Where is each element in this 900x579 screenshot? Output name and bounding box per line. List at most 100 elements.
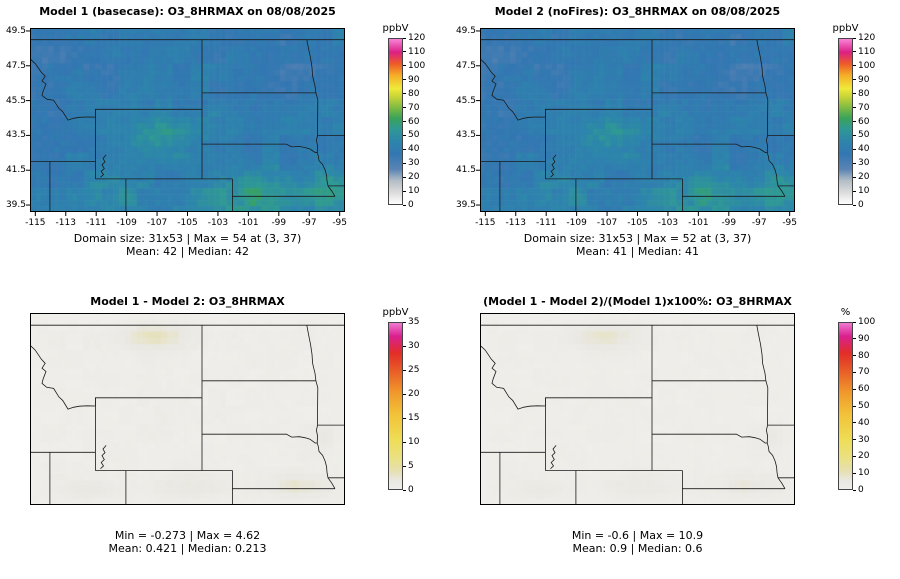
colorbar-tick-mark [403, 190, 406, 192]
colorbar-tick-mark [403, 489, 406, 491]
colorbar-tick-label: 30 [858, 158, 870, 169]
colorbar-tick-mark [853, 51, 856, 53]
colorbar-tick-label: 20 [858, 451, 870, 462]
colorbar-tick-mark [853, 472, 856, 474]
colorbar-tick-label: 20 [858, 172, 870, 183]
axis-tick-label: -113 [505, 218, 526, 228]
x-axis-tick-labels: -115 -113 -111 -109 -107 -105 -103 -101 -99 -97 -9… [450, 0, 900, 290]
panel-stats: Domain size: 31x53 | Max = 54 at (3, 37)… [30, 232, 345, 258]
colorbar-tick-label: 10 [858, 468, 870, 479]
colorbar-tick-mark [403, 121, 406, 122]
colorbar-tick-mark [853, 37, 856, 39]
colorbar-tick-label: 60 [858, 384, 870, 395]
panel-model-difference: Model 1 - Model 2: O3_8HRMAX ppbV 0 5 10 15… [0, 290, 450, 579]
colorbar-tick-mark [853, 422, 856, 424]
colorbar-tick-label: 0 [408, 485, 414, 495]
colorbar-tick-mark [403, 162, 406, 164]
colorbar-tick-mark [853, 134, 856, 136]
axis-tick-label: 41.5 [455, 165, 476, 176]
stats-line-min-max: Min = -0.273 | Max = 4.62 [114, 529, 261, 542]
colorbar-unit-label: ppbV [382, 23, 409, 34]
x-axis-tick-labels: -115 -113 -111 -109 -107 -105 -103 -101 -99 -97 -9… [0, 0, 450, 290]
colorbar-tick-label: 15 [408, 413, 420, 423]
axis-tick-label: -115 [475, 218, 496, 228]
colorbar-tick-label: 50 [858, 401, 870, 411]
colorbar-tick-mark [853, 204, 856, 206]
axis-tick-label: 49.5 [455, 25, 476, 36]
panel-model1-basecase: Model 1 (basecase): O3_8HRMAX on 08/08/2… [0, 0, 450, 290]
colorbar-tick-mark [853, 489, 856, 491]
colorbar-tick-mark [403, 393, 406, 395]
colorbar-tick-mark [403, 79, 406, 81]
axis-tick-label: -99 [271, 218, 287, 228]
stats-line-min-max: Min = -0.6 | Max = 10.9 [571, 529, 704, 542]
axis-tick-label: 41.5 [5, 165, 26, 176]
colorbar-tick-mark [853, 455, 856, 457]
stats-line-mean-median: Mean: 0.421 | Median: 0.213 [108, 542, 267, 555]
colorbar-tick-label: 10 [408, 186, 420, 197]
colorbar-tick-mark [853, 162, 856, 164]
axis-tick-label: 45.5 [5, 95, 26, 106]
axis-tick-label: 43.5 [455, 130, 476, 141]
colorbar-tick-mark [853, 371, 856, 373]
colorbar-tick-mark [853, 93, 856, 95]
colorbar-tick-labels: 0 5 10 15 20 25 30 35 [0, 290, 450, 579]
colorbar-gradient [838, 322, 853, 490]
axis-tick-label: -97 [301, 218, 317, 228]
colorbar-tick-label: 30 [408, 341, 420, 351]
axis-tick-label: 47.5 [455, 60, 476, 71]
colorbar-tick-mark [403, 417, 406, 419]
colorbar-tick-mark [853, 405, 856, 407]
colorbar-tick-label: 25 [408, 365, 420, 375]
colorbar-tick-label: 70 [858, 102, 870, 113]
axis-tick-label: -111 [85, 218, 107, 228]
colorbar-unit-label: ppbV [832, 23, 859, 34]
colorbar-tick-mark [403, 65, 406, 67]
colorbar-tick-mark [403, 134, 406, 136]
colorbar-tick-label: 35 [408, 317, 420, 327]
stats-line-mean-median: Mean: 41 | Median: 41 [575, 245, 700, 258]
y-axis-tick-labels: 39.5 41.5 43.5 45.5 47.5 49.5 [0, 0, 450, 290]
colorbar-unit-label: % [840, 307, 851, 318]
colorbar-tick-label: 0 [858, 485, 864, 495]
colorbar-tick-label: 10 [858, 186, 870, 197]
panel-model-percent-difference: (Model 1 - Model 2)/(Model 1)x100%: O3_8… [450, 290, 900, 579]
axis-tick-label: 39.5 [5, 200, 26, 211]
panel-model2-nofires: Model 2 (noFires): O3_8HRMAX on 08/08/20… [450, 0, 900, 290]
panel-title: Model 1 (basecase): O3_8HRMAX on 08/08/2… [39, 5, 336, 18]
colorbar-tick-mark [853, 355, 856, 357]
axis-tick-label: -95 [332, 218, 348, 228]
colorbar-gradient [838, 38, 853, 205]
axis-tick-label: 47.5 [5, 60, 26, 71]
panel-stats: Min = -0.6 | Max = 10.9 Mean: 0.9 | Medi… [480, 529, 795, 555]
colorbar-tick-mark [853, 388, 856, 390]
colorbar-tick-label: 30 [858, 434, 870, 445]
colorbar-gradient [388, 322, 403, 490]
colorbar-tick-mark [403, 37, 406, 39]
colorbar-tick-label: 120 [858, 33, 876, 43]
panel-stats: Domain size: 31x53 | Max = 52 at (3, 37)… [480, 232, 795, 258]
colorbar-unit-label: ppbV [382, 307, 409, 318]
axis-tick-label: 45.5 [455, 95, 476, 106]
axis-tick-label: -103 [657, 218, 679, 228]
axis-tick-label: -103 [207, 218, 229, 228]
colorbar-tick-label: 100 [858, 317, 876, 327]
stats-line-mean-median: Mean: 0.9 | Median: 0.6 [572, 542, 703, 555]
colorbar-tick-label: 0 [408, 200, 414, 210]
axis-tick-label: 43.5 [5, 130, 26, 141]
colorbar-tick-label: 90 [858, 74, 870, 85]
axis-tick-label: -111 [535, 218, 557, 228]
panel-title: Model 2 (noFires): O3_8HRMAX on 08/08/20… [494, 5, 781, 18]
axis-tick-label: 49.5 [5, 25, 26, 36]
colorbar-tick-label: 80 [408, 88, 420, 99]
colorbar-tick-label: 80 [858, 88, 870, 99]
colorbar-tick-label: 5 [408, 461, 414, 471]
panel-title: Model 1 - Model 2: O3_8HRMAX [90, 295, 285, 308]
colorbar-tick-label: 40 [858, 417, 870, 428]
colorbar-tick-label: 70 [408, 102, 420, 113]
axis-tick-label: -113 [55, 218, 76, 228]
colorbar-tick-mark [403, 204, 406, 206]
colorbar-gradient [388, 38, 403, 205]
colorbar-tick-mark [403, 107, 406, 109]
